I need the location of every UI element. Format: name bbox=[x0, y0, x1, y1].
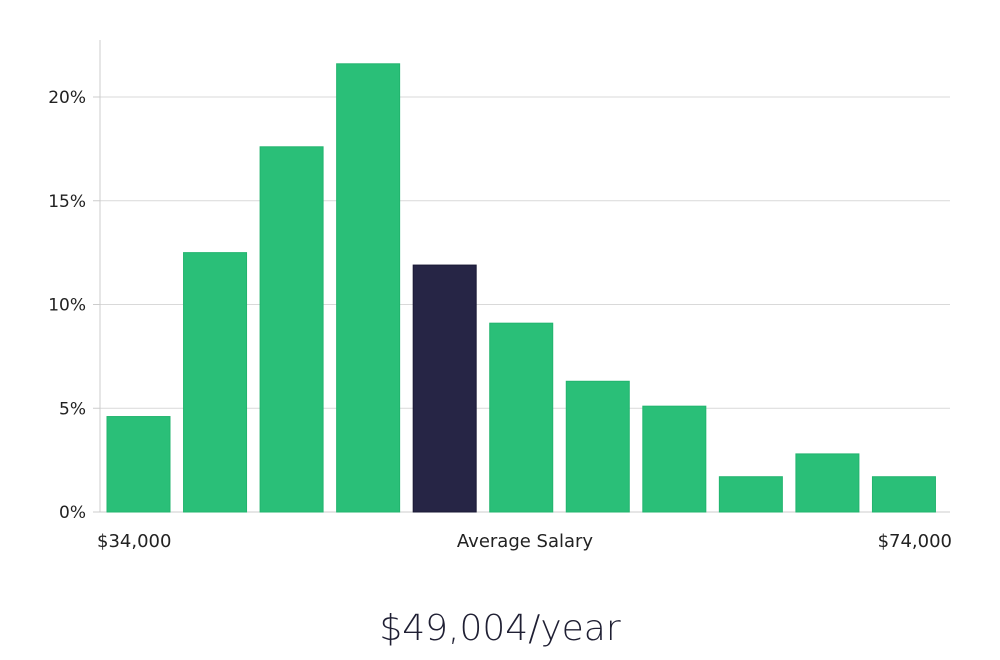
bar bbox=[871, 476, 936, 513]
bar bbox=[106, 416, 171, 513]
bars bbox=[106, 63, 936, 513]
y-tick-label: 10% bbox=[48, 296, 86, 316]
x-label-max: $74,000 bbox=[878, 531, 952, 552]
bar bbox=[565, 380, 630, 513]
bar bbox=[259, 146, 324, 513]
bar bbox=[183, 252, 248, 513]
y-tick-label: 0% bbox=[59, 503, 86, 523]
y-tick-label: 15% bbox=[48, 192, 86, 212]
bar bbox=[718, 476, 783, 513]
average-salary-value: $49,004/year bbox=[379, 608, 621, 649]
y-tick-label: 20% bbox=[48, 88, 86, 108]
bar bbox=[336, 63, 401, 513]
y-tick-label: 5% bbox=[59, 399, 86, 419]
y-tick-labels: 0% 5% 10% 15% 20% bbox=[48, 88, 86, 523]
bar bbox=[489, 322, 554, 513]
x-label-average: Average Salary bbox=[457, 531, 594, 552]
bar bbox=[795, 453, 860, 513]
bar bbox=[642, 405, 707, 513]
x-label-min: $34,000 bbox=[97, 531, 171, 552]
salary-histogram: 0% 5% 10% 15% 20% $34,000 Average Salary $74… bbox=[48, 40, 952, 552]
bar-average-salary bbox=[412, 264, 477, 513]
